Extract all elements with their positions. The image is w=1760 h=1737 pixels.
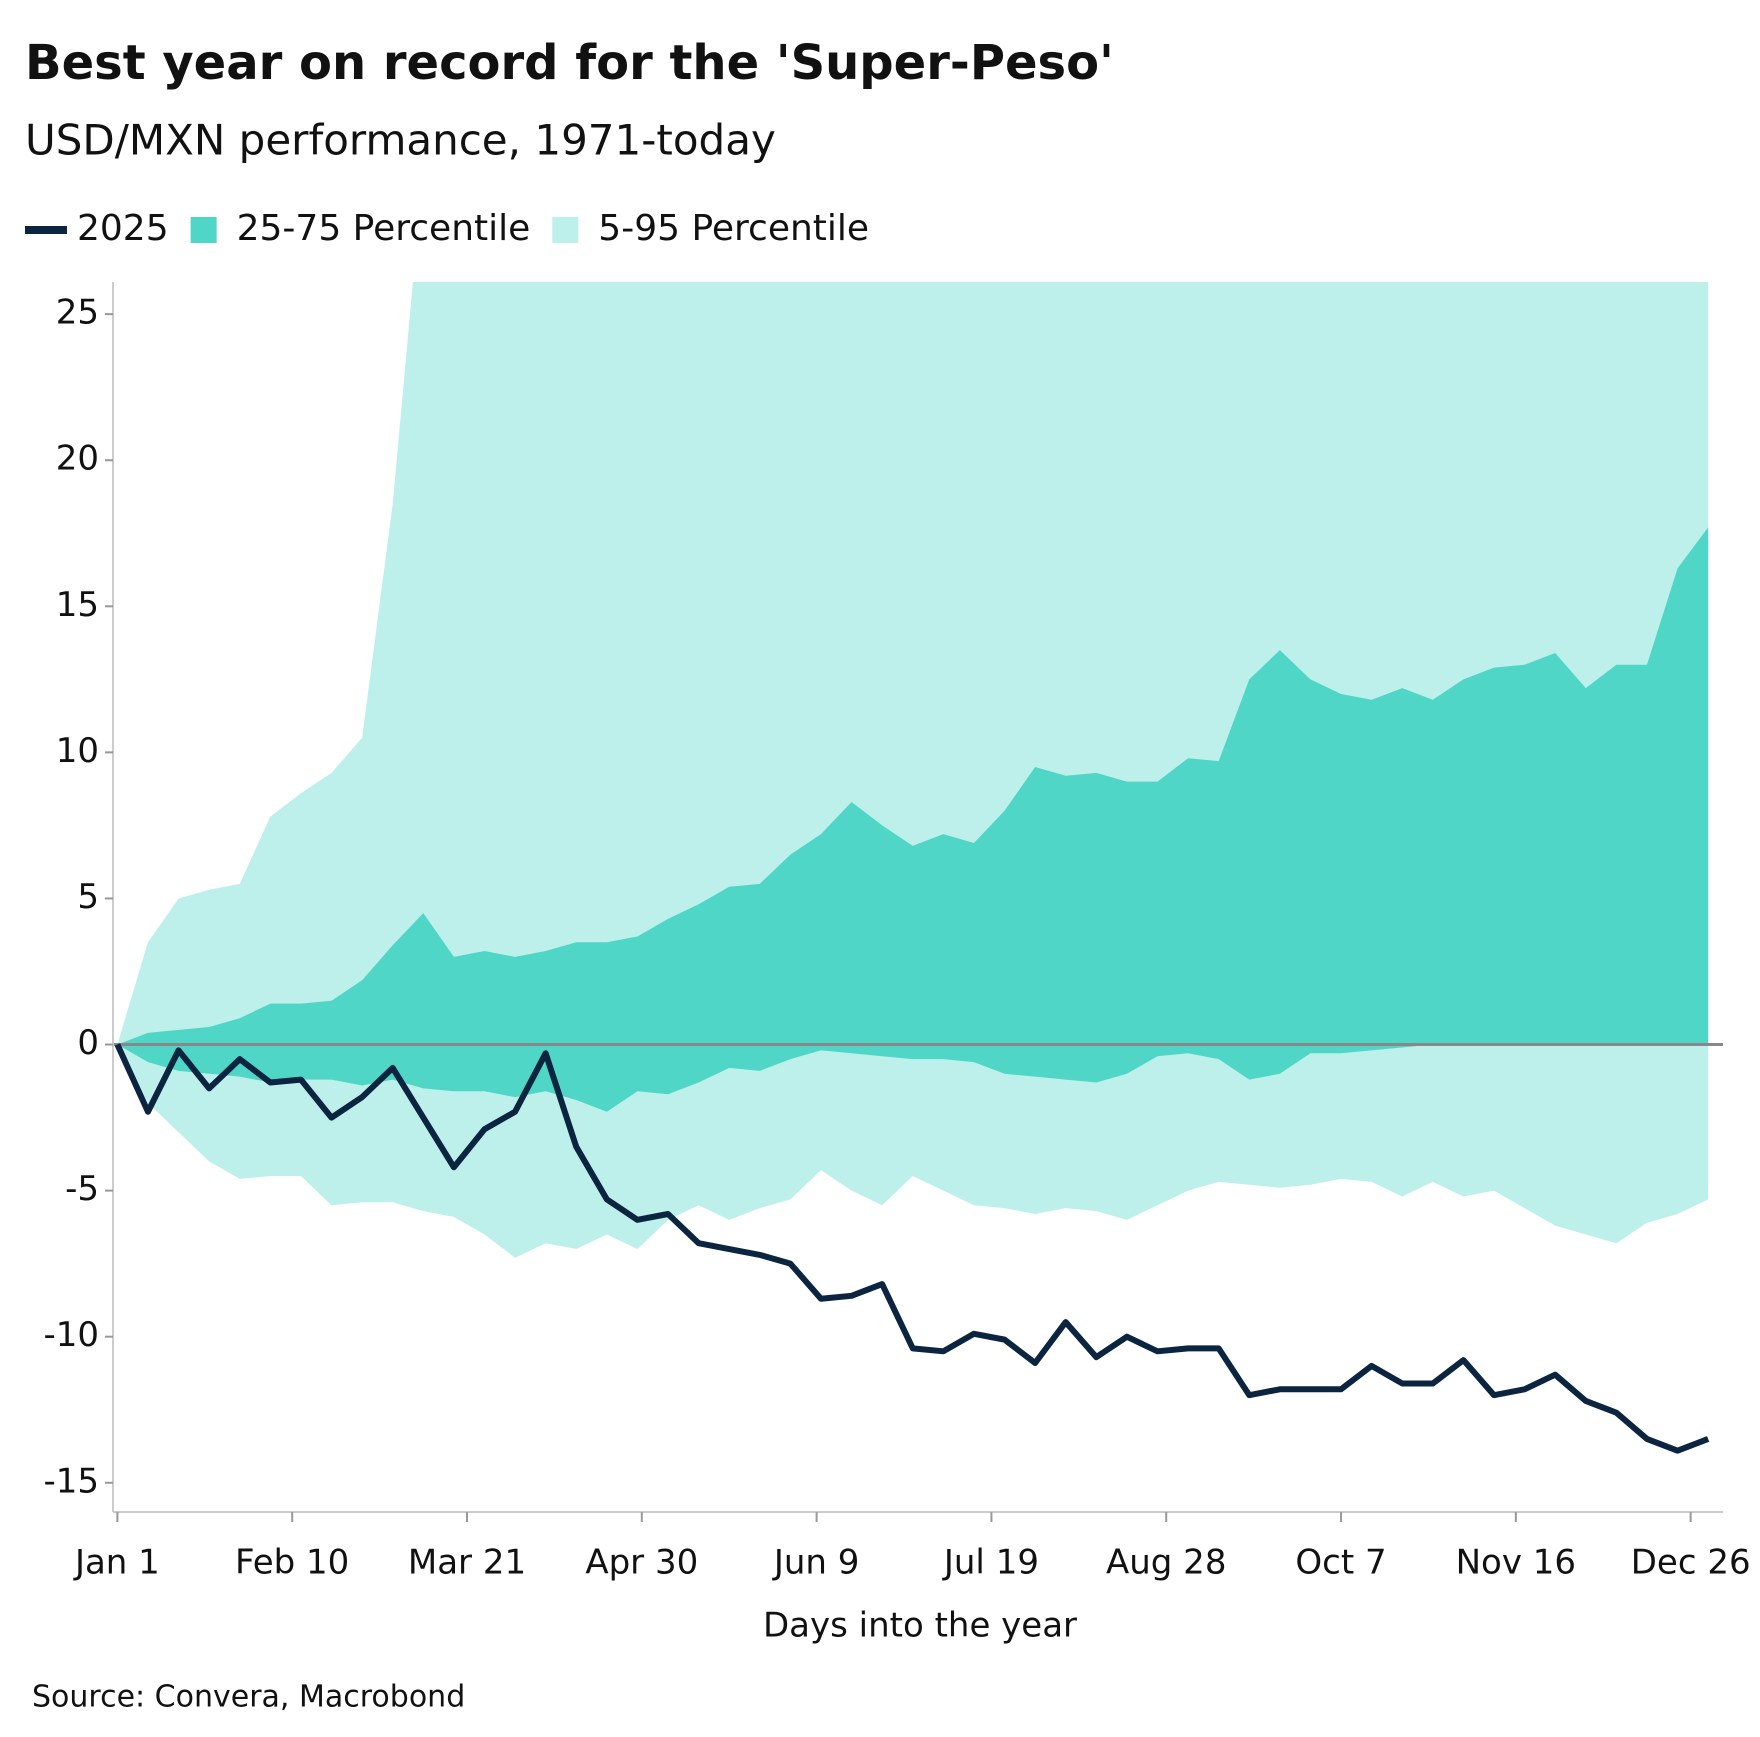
y-tick-label: 20 bbox=[56, 439, 99, 479]
legend-label: 5-95 Percentile bbox=[598, 208, 869, 249]
legend-swatch bbox=[552, 217, 579, 243]
x-tick-label: Oct 7 bbox=[1295, 1543, 1386, 1583]
x-tick-label: Jul 19 bbox=[942, 1543, 1039, 1583]
x-tick-label: Aug 28 bbox=[1106, 1543, 1226, 1583]
x-tick-label: Feb 10 bbox=[235, 1543, 349, 1583]
y-tick-label: -10 bbox=[43, 1315, 99, 1355]
series-line bbox=[114, 1043, 1710, 1454]
legend-label: 25-75 Percentile bbox=[237, 208, 531, 249]
y-tick-label: 25 bbox=[56, 293, 99, 333]
percentile-band bbox=[117, 527, 1709, 1112]
legend-swatch bbox=[190, 217, 217, 243]
y-tick-label: 5 bbox=[77, 877, 99, 917]
y-tick-label: -15 bbox=[43, 1461, 99, 1501]
chart-title: Best year on record for the 'Super-Peso' bbox=[25, 35, 1114, 91]
x-tick-label: Jan 1 bbox=[73, 1543, 160, 1583]
chart-subtitle: USD/MXN performance, 1971-today bbox=[25, 116, 776, 165]
y-tick-label: -5 bbox=[65, 1169, 99, 1209]
x-axis-label: Days into the year bbox=[763, 1606, 1077, 1646]
x-tick-label: Dec 26 bbox=[1631, 1543, 1751, 1583]
x-tick-label: Mar 21 bbox=[408, 1543, 526, 1583]
y-tick-label: 0 bbox=[77, 1023, 99, 1063]
plot-area bbox=[113, 282, 1723, 1454]
legend-label: 2025 bbox=[77, 208, 169, 249]
legend-swatch bbox=[25, 226, 67, 234]
source-note: Source: Convera, Macrobond bbox=[32, 1680, 465, 1715]
y-tick-label: 15 bbox=[56, 585, 99, 625]
x-tick-label: Apr 30 bbox=[585, 1543, 698, 1583]
y-tick-label: 10 bbox=[56, 731, 99, 771]
x-tick-label: Nov 16 bbox=[1456, 1543, 1576, 1583]
x-tick-label: Jun 9 bbox=[772, 1543, 860, 1583]
